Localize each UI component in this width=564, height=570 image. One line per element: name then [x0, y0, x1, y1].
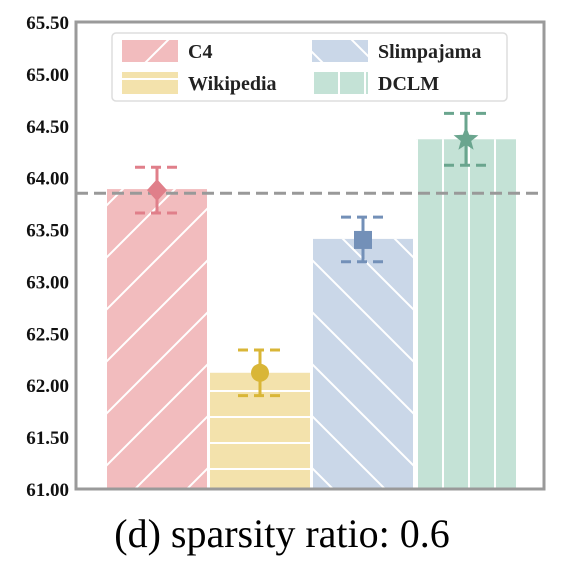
y-tick-label-5: 63.50 [26, 221, 69, 242]
legend-item-c4: C4 [122, 40, 212, 63]
bar-dclm [416, 139, 516, 489]
marker-slimpajama [354, 230, 372, 249]
point-markers [147, 126, 479, 382]
bar-dclm-hatch [416, 139, 516, 489]
bar-c4 [107, 189, 207, 490]
legend-label-dclm: DCLM [378, 73, 439, 95]
legend: C4 Slimpajama Wikipedia DCLM [111, 32, 508, 102]
marker-c4 [147, 179, 167, 202]
y-tick-label-3: 62.50 [26, 324, 69, 345]
y-tick-label-6: 64.00 [26, 169, 69, 190]
bars [107, 139, 516, 490]
bar-slimpajama-hatch [313, 238, 413, 489]
legend-item-slimpajama: Slimpajama [312, 40, 481, 63]
y-tick-label-4: 63.00 [26, 272, 69, 293]
y-tick-label-7: 64.50 [26, 117, 69, 138]
marker-dclm [453, 126, 479, 150]
y-tick-label-9: 65.50 [26, 13, 69, 34]
y-tick-label-1: 61.50 [26, 428, 69, 449]
bar-slimpajama [313, 238, 413, 489]
plot-frame [74, 20, 546, 491]
legend-label-slimpajama: Slimpajama [378, 41, 481, 63]
legend-item-dclm: DCLM [312, 72, 439, 95]
y-tick-label-2: 62.00 [26, 376, 69, 397]
bar-c4-hatch [107, 189, 207, 490]
y-tick-label-0: 61.00 [26, 480, 69, 501]
legend-box [111, 32, 508, 102]
figure-caption: (d) sparsity ratio: 0.6 [114, 511, 450, 556]
legend-item-wikipedia: Wikipedia [122, 72, 277, 95]
marker-wikipedia [251, 363, 269, 382]
y-tick-label-8: 65.00 [26, 65, 69, 86]
legend-label-wikipedia: Wikipedia [188, 73, 277, 95]
legend-label-c4: C4 [188, 41, 212, 63]
bar-chart: 61.00 61.50 62.00 62.50 63.00 63.50 64.00 64.50… [26, 13, 546, 501]
y-axis-ticks: 61.00 61.50 62.00 62.50 63.00 63.50 64.00 64.50… [26, 13, 69, 501]
